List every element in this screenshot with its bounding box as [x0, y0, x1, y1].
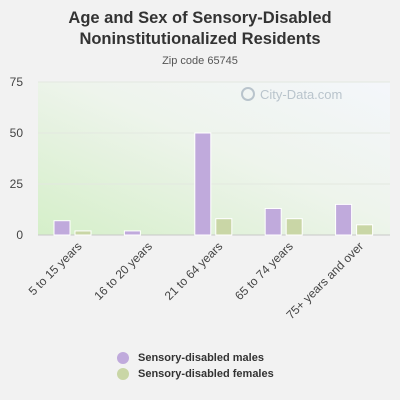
- legend-item-females: Sensory-disabled females: [117, 366, 274, 382]
- plot-area: [38, 82, 390, 235]
- chart-title-line2: Noninstitutionalized Residents: [79, 30, 321, 48]
- legend-swatch-males: [117, 352, 129, 364]
- chart-title: Age and Sex of Sensory-Disabled Noninsti…: [0, 8, 400, 50]
- watermark-icon: [241, 87, 255, 101]
- x-tick-label: 16 to 20 years: [91, 239, 155, 303]
- legend-label-males: Sensory-disabled males: [138, 352, 264, 364]
- chart-subtitle: Zip code 65745: [162, 55, 238, 67]
- watermark: City-Data.com: [241, 87, 342, 102]
- bar-males: [194, 132, 212, 236]
- y-tick-label: 0: [16, 228, 23, 242]
- bar-females: [356, 224, 374, 236]
- bar-males: [264, 207, 282, 236]
- bar-females: [285, 218, 303, 236]
- bar-females: [74, 230, 92, 236]
- legend: Sensory-disabled males Sensory-disabled …: [117, 350, 274, 382]
- legend-item-males: Sensory-disabled males: [117, 350, 274, 366]
- x-tick-label: 5 to 15 years: [26, 239, 85, 298]
- x-tick-label: 21 to 64 years: [162, 239, 226, 303]
- watermark-text: City-Data.com: [260, 87, 342, 102]
- y-tick-label: 25: [10, 177, 24, 191]
- chart-title-line1: Age and Sex of Sensory-Disabled: [68, 9, 332, 27]
- y-tick-label: 50: [10, 126, 24, 140]
- bar-males: [123, 230, 141, 236]
- bar-males: [335, 203, 353, 236]
- x-tick-label: 65 to 74 years: [232, 239, 296, 303]
- legend-label-females: Sensory-disabled females: [138, 368, 274, 380]
- bar-females: [215, 218, 233, 236]
- x-tick-label: 75+ years and over: [283, 239, 366, 322]
- bar-males: [53, 220, 71, 236]
- legend-swatch-females: [117, 368, 129, 380]
- y-tick-label: 75: [10, 75, 24, 89]
